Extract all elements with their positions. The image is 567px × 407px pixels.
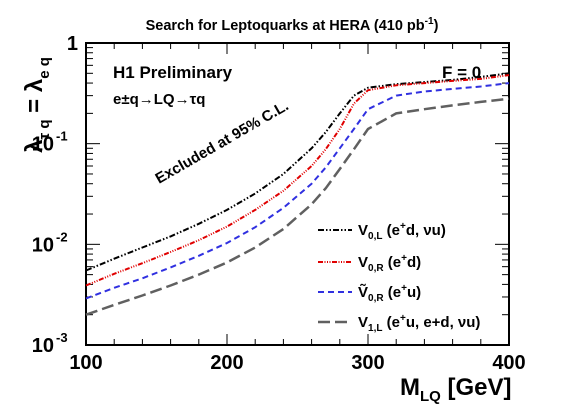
legend-label-3: Ṽ0,R (e+u) <box>358 283 421 304</box>
legend-label-4: V1,L (e+u, e+d, νu) <box>358 313 480 334</box>
y-tick-label: 1 <box>67 33 78 55</box>
annotation-excluded: Excluded at 95% C.L. <box>153 97 292 187</box>
x-tick-label: 400 <box>492 352 525 374</box>
legend-label-2: V0,R (e+d) <box>358 253 421 274</box>
y-tick-exponent: -2 <box>56 229 68 244</box>
series-line-3 <box>85 82 510 300</box>
legend-label-1: V0,L (e+d, νu) <box>358 221 446 242</box>
annotation-flag: F = 0 <box>442 63 481 82</box>
x-tick-label: 100 <box>69 352 102 374</box>
series-line-4 <box>85 97 510 316</box>
x-axis-label: MLQ [GeV] <box>400 374 512 405</box>
series-line-2 <box>85 74 510 287</box>
plot-frame <box>85 42 510 346</box>
y-tick-label: 10 <box>32 234 54 256</box>
y-tick-exponent: -1 <box>56 129 68 144</box>
x-tick-label: 300 <box>351 352 384 374</box>
annotation-process: e±q→LQ→τq <box>113 91 205 108</box>
limit-curves <box>85 72 510 316</box>
annotation-prelim: H1 Preliminary <box>113 63 233 82</box>
y-tick-exponent: -3 <box>56 330 68 345</box>
chart-title-end: ) <box>434 18 439 34</box>
x-tick-label: 200 <box>210 352 243 374</box>
y-axis-label: λτ q = λe q <box>21 57 53 153</box>
chart-title-superscript: -1 <box>425 16 434 27</box>
y-tick-label: 10 <box>32 335 54 357</box>
chart-title: Search for Leptoquarks at HERA (410 pb-1… <box>146 16 439 34</box>
legend: V0,L (e+d, νu) V0,R (e+d) Ṽ0,R (e+u) V1,L (… <box>318 221 480 334</box>
y-tick-label: 10 <box>32 134 54 156</box>
